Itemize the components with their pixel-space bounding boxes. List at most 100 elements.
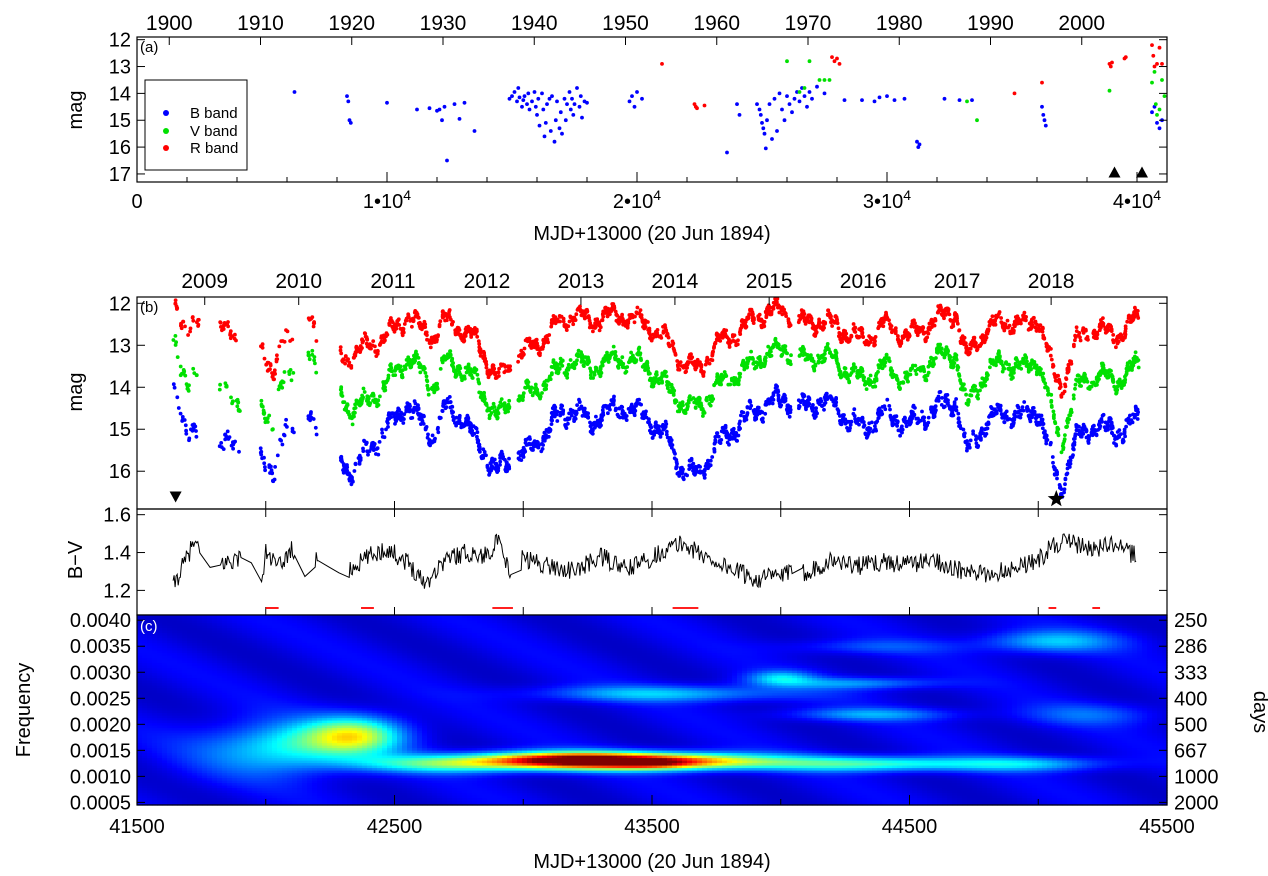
panel-b-point bbox=[603, 403, 608, 408]
panel-b-point bbox=[871, 429, 875, 434]
panel-b-point bbox=[629, 358, 634, 363]
panel-a-ytick-label: 15 bbox=[109, 110, 131, 132]
panel-b-point bbox=[275, 353, 279, 358]
panel-b-point bbox=[503, 457, 507, 462]
panel-b-point bbox=[875, 411, 880, 415]
panel-b-point bbox=[370, 391, 375, 396]
panel-b-point bbox=[191, 318, 196, 323]
panel-b-point bbox=[499, 362, 503, 367]
panel-b-point bbox=[922, 369, 927, 374]
panel-b-point bbox=[226, 437, 231, 441]
panel-b-point bbox=[260, 345, 265, 350]
panel-b-point bbox=[909, 366, 913, 371]
panel-b-point bbox=[499, 397, 504, 401]
panel-b-point bbox=[370, 446, 375, 450]
panel-a-point bbox=[472, 129, 477, 133]
panel-b-point bbox=[812, 366, 816, 371]
panel-b-point bbox=[173, 343, 178, 347]
panel-b-point bbox=[663, 419, 668, 424]
panel-b-point bbox=[563, 423, 567, 427]
panel-b-point bbox=[738, 332, 743, 336]
panel-b-point bbox=[1098, 370, 1102, 375]
panel-b-point bbox=[191, 366, 196, 371]
panel-b-point bbox=[725, 440, 730, 445]
panel-b-point bbox=[1052, 465, 1057, 470]
panel-b-point bbox=[807, 396, 812, 401]
panel-b-point bbox=[860, 417, 865, 421]
panel-b-point bbox=[1110, 430, 1114, 435]
panel-a-point bbox=[292, 90, 297, 94]
panel-b-point bbox=[930, 356, 935, 361]
panel-a-point bbox=[541, 107, 546, 112]
panel-b-point bbox=[377, 440, 382, 444]
panel-b-point bbox=[833, 403, 837, 408]
panel-b-point bbox=[408, 365, 413, 370]
panel-b-point bbox=[657, 424, 661, 429]
panel-b-point bbox=[346, 472, 350, 477]
panel-b-point bbox=[786, 408, 790, 413]
panel-b-point bbox=[661, 330, 666, 335]
panel-b-point bbox=[706, 458, 710, 463]
panel-a-point bbox=[787, 102, 792, 106]
panel-b-point bbox=[798, 399, 803, 404]
panel-a-point bbox=[755, 102, 759, 106]
panel-a-point bbox=[957, 98, 962, 102]
panel-b-point bbox=[643, 415, 648, 420]
panel-b-point bbox=[361, 449, 366, 453]
panel-b-point bbox=[727, 345, 732, 349]
panel-b-point bbox=[898, 386, 902, 391]
panel-b-point bbox=[272, 477, 277, 482]
panel-b-point bbox=[671, 393, 676, 397]
legend-r-swatch bbox=[163, 145, 169, 151]
panel-b-point bbox=[462, 334, 467, 338]
panel-b-point bbox=[188, 329, 193, 334]
panel-b-point bbox=[1068, 410, 1073, 415]
panel-a-point bbox=[577, 104, 582, 109]
panel-b-point bbox=[568, 358, 573, 362]
panel-b-point bbox=[529, 345, 534, 350]
panel-b-point bbox=[386, 417, 391, 421]
panel-b-point bbox=[673, 351, 678, 356]
panel-b-point bbox=[577, 397, 581, 402]
panel-b-point bbox=[801, 347, 806, 352]
panel-b-point bbox=[763, 355, 768, 360]
panel-b-point bbox=[223, 381, 228, 386]
panel-b-point bbox=[804, 401, 809, 406]
panel-b-point bbox=[901, 380, 906, 385]
panel-b-point bbox=[917, 419, 922, 423]
panel-b-point bbox=[378, 341, 383, 345]
panel-b-point bbox=[779, 354, 784, 358]
panel-b-point bbox=[998, 359, 1002, 364]
panel-b-point bbox=[984, 372, 989, 376]
panel-b-point bbox=[745, 359, 750, 364]
panel-a-point bbox=[1107, 88, 1112, 93]
panel-b-point bbox=[555, 419, 560, 423]
panel-b-point bbox=[979, 429, 983, 434]
panel-b-point bbox=[477, 345, 482, 350]
panel-b-point bbox=[429, 335, 434, 340]
panel-b-point bbox=[884, 352, 889, 357]
panel-b-point bbox=[1111, 380, 1116, 384]
panel-b-point bbox=[724, 429, 729, 434]
panel-b-point bbox=[887, 356, 891, 361]
panel-b-point bbox=[944, 348, 948, 352]
panel-b-point bbox=[270, 374, 275, 378]
panel-b-point bbox=[313, 425, 318, 430]
panel-b-point bbox=[532, 439, 537, 443]
panel-a-point bbox=[1157, 45, 1162, 50]
panel-b-point bbox=[553, 366, 558, 371]
panel-b-point bbox=[481, 447, 486, 452]
panel-b-point bbox=[1001, 366, 1006, 370]
panel-b-point bbox=[576, 348, 581, 353]
panel-b-point bbox=[491, 367, 496, 372]
panel-b-point bbox=[438, 367, 443, 371]
panel-b-point bbox=[226, 324, 231, 329]
panel-b-point bbox=[494, 375, 499, 380]
panel-b-point bbox=[362, 390, 367, 394]
panel-b-point bbox=[585, 307, 589, 312]
panel-b-point bbox=[482, 356, 487, 360]
panel-a-point bbox=[1150, 110, 1154, 115]
panel-b-point bbox=[612, 394, 616, 399]
panel-b-point bbox=[867, 421, 872, 426]
